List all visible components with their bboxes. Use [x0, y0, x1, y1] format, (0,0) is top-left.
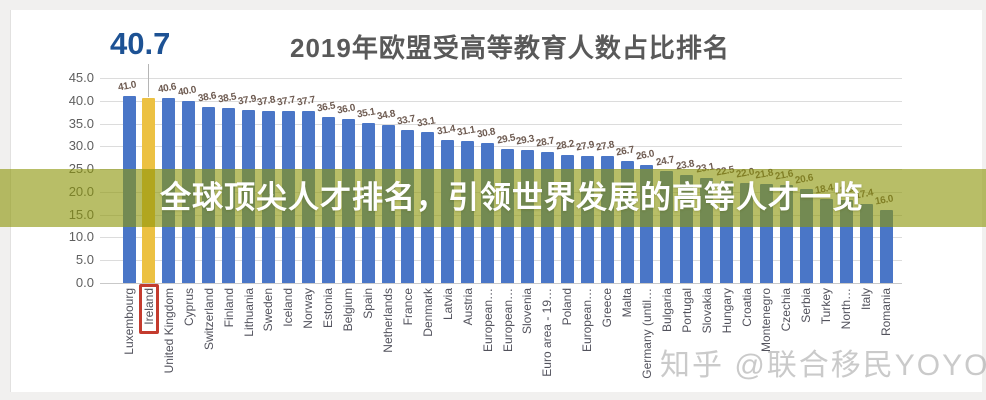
x-axis-category-label: Italy [859, 288, 873, 311]
gridline [100, 123, 902, 125]
x-axis-category-label: European… [580, 288, 595, 353]
x-axis-category-label: Latvia [440, 288, 455, 321]
x-axis-category-label: Slovenia [520, 288, 535, 335]
gridline [100, 78, 902, 79]
x-axis-category-label: Malta [620, 288, 634, 318]
x-axis-category-label: Netherlands [381, 288, 395, 353]
gridline [100, 146, 902, 148]
x-axis-category-label: Euro area - 19… [540, 288, 555, 377]
x-axis-category-label: Belgium [341, 288, 356, 332]
gridline [100, 283, 902, 284]
x-axis-category-label: Cyprus [181, 288, 196, 327]
x-axis-category-label: Czechia [779, 288, 794, 332]
x-axis-category-label: Hungary [719, 288, 734, 334]
x-axis-category-label: Portugal [679, 288, 694, 333]
watermark: 知乎 @联合移民YOYO [660, 349, 986, 382]
x-axis-category-label: Germany (until… [639, 288, 654, 379]
x-axis-category-label: Switzerland [201, 288, 216, 351]
x-axis-category-label: Romania [879, 288, 893, 337]
y-axis-tick-label: 35.0 [68, 115, 94, 131]
bar [879, 210, 893, 283]
highlight-label-box [138, 284, 159, 334]
y-axis-tick-label: 45.0 [68, 70, 94, 85]
gridline [100, 100, 902, 102]
x-axis-category-label: Slovakia [699, 288, 714, 334]
x-axis-category-label: Lithuania [241, 288, 256, 337]
x-axis-category-label: United Kingdom [161, 288, 176, 374]
x-axis-category-label: Greece [600, 288, 615, 328]
x-axis-category-label: Croatia [739, 288, 754, 327]
callout-value: 40.7 [110, 26, 171, 61]
y-axis-tick-label: 5.0 [75, 252, 94, 268]
x-axis-category-label: Poland [560, 288, 575, 326]
overlay-banner: 全球顶尖人才排名，引领世界发展的高等人才一览 [0, 169, 986, 227]
x-axis-category-label: Finland [221, 288, 236, 328]
callout-leader-line [148, 64, 149, 97]
x-axis-category-label: Iceland [281, 288, 296, 327]
x-axis-category-label: Austria [460, 288, 475, 326]
x-axis-category-label: France [400, 288, 415, 326]
x-axis-category-label: North… [839, 288, 854, 330]
overlay-banner-text: 全球顶尖人才排名，引领世界发展的高等人才一览 [160, 180, 864, 215]
x-axis-category-label: European… [480, 288, 495, 353]
x-axis-category-label: Luxembourg [122, 288, 136, 355]
x-axis-category-label: Spain [361, 288, 375, 319]
bar-value-label: 24.7 [654, 153, 675, 169]
x-axis-category-label: Turkey [819, 288, 834, 325]
y-axis-tick-label: 10.0 [68, 229, 94, 245]
y-axis-tick-label: 30.0 [68, 138, 94, 154]
x-axis-category-label: Bulgaria [659, 288, 674, 333]
x-axis-category-label: Norway [301, 288, 316, 329]
y-axis-tick-label: 40.0 [68, 92, 94, 108]
x-axis-category-label: Denmark [420, 288, 435, 337]
x-axis-category-label: Estonia [321, 288, 336, 329]
x-axis-category-label: European… [500, 288, 515, 353]
y-axis-tick-label: 0.0 [75, 275, 94, 290]
x-axis-category-label: Sweden [261, 288, 276, 332]
chart-title: 2019年欧盟受高等教育人数占比排名 [290, 33, 730, 63]
x-axis-category-label: Serbia [799, 288, 814, 323]
